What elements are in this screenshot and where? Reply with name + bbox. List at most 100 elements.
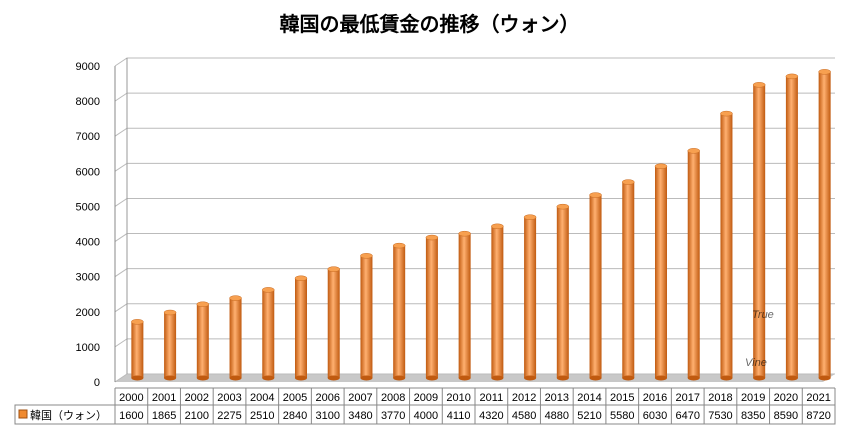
x-category-label: 2019 xyxy=(741,392,765,404)
bar-top xyxy=(163,309,177,316)
bar-base xyxy=(818,375,831,381)
x-category-label: 2003 xyxy=(217,392,241,404)
bar-top xyxy=(720,110,733,117)
data-label: 8720 xyxy=(806,410,830,422)
bar xyxy=(262,289,275,378)
bar xyxy=(818,71,831,378)
bar xyxy=(295,278,307,378)
data-label: 3770 xyxy=(381,410,405,422)
data-label: 6470 xyxy=(675,410,699,422)
y-tick-label: 1000 xyxy=(76,342,100,354)
x-category-label: 2005 xyxy=(283,392,307,404)
bar xyxy=(491,226,504,378)
bar xyxy=(196,304,209,378)
bar-top xyxy=(687,148,700,154)
data-label: 8590 xyxy=(774,410,798,422)
bar-base xyxy=(720,375,733,381)
x-category-label: 2001 xyxy=(152,392,176,404)
bar-top xyxy=(327,266,340,272)
bar xyxy=(458,233,471,378)
data-label: 6030 xyxy=(643,410,667,422)
bar-top xyxy=(229,295,242,301)
bar xyxy=(131,321,144,378)
bar-top xyxy=(622,179,635,185)
watermark: Vine xyxy=(745,357,767,369)
bar-base xyxy=(556,375,569,381)
x-category-label: 2021 xyxy=(806,392,830,404)
bar xyxy=(687,150,700,378)
bar-top xyxy=(589,192,602,198)
x-category-label: 2010 xyxy=(446,392,470,404)
watermark: True xyxy=(752,309,774,321)
x-category-label: 2014 xyxy=(577,392,601,404)
y-tick-label: 0 xyxy=(94,377,100,389)
x-category-label: 2006 xyxy=(315,392,339,404)
x-category-label: 2004 xyxy=(250,392,274,404)
bar-top xyxy=(458,230,471,237)
bar-base xyxy=(295,375,307,381)
data-label: 2100 xyxy=(185,410,209,422)
bar-top xyxy=(818,69,831,75)
bar xyxy=(425,237,438,378)
data-label: 4880 xyxy=(545,410,569,422)
bar-base xyxy=(393,375,406,381)
bar-base xyxy=(589,375,602,381)
x-category-label: 2008 xyxy=(381,392,405,404)
bar xyxy=(229,298,242,378)
bar xyxy=(327,269,340,378)
data-label: 8350 xyxy=(741,410,765,422)
bar-base xyxy=(458,375,471,381)
data-label: 5210 xyxy=(577,410,601,422)
x-category-label: 2017 xyxy=(675,392,699,404)
bar-base xyxy=(753,375,766,381)
bar-base xyxy=(131,375,144,381)
x-category-label: 2011 xyxy=(480,392,504,404)
bar-top xyxy=(752,82,766,88)
data-label: 4110 xyxy=(447,410,471,422)
x-category-label: 2016 xyxy=(643,392,667,404)
bar xyxy=(785,76,798,378)
data-label: 1600 xyxy=(119,410,143,422)
bar-top xyxy=(556,203,570,210)
x-category-label: 2002 xyxy=(185,392,209,404)
legend-swatch xyxy=(18,409,28,419)
y-tick-label: 5000 xyxy=(76,201,100,213)
data-label: 4320 xyxy=(479,410,503,422)
gridline xyxy=(114,92,835,102)
bar-base xyxy=(425,375,438,381)
bar-base xyxy=(196,375,209,381)
bar xyxy=(164,312,177,378)
bar-base xyxy=(491,375,504,381)
bar-base xyxy=(655,375,667,381)
bar-top xyxy=(392,242,406,249)
bar-base xyxy=(687,375,700,381)
bar-base xyxy=(524,375,537,381)
bar-top xyxy=(360,253,373,259)
bar-top xyxy=(262,287,275,293)
y-tick-label: 8000 xyxy=(76,96,100,108)
bar-base xyxy=(327,375,340,381)
data-label: 7530 xyxy=(708,410,732,422)
bar-top xyxy=(491,223,504,230)
bar-top xyxy=(425,234,439,241)
y-tick-label: 4000 xyxy=(76,237,100,249)
data-label: 3480 xyxy=(348,410,372,422)
data-label: 4580 xyxy=(512,410,536,422)
bar xyxy=(589,195,602,378)
y-tick-label: 3000 xyxy=(76,272,100,284)
bar-top xyxy=(131,319,144,325)
bar xyxy=(655,166,667,378)
bar xyxy=(393,245,406,378)
bar-base xyxy=(262,375,275,381)
x-category-label: 2013 xyxy=(545,392,569,404)
data-label: 4000 xyxy=(414,410,438,422)
data-label: 1865 xyxy=(152,410,176,422)
bar-base xyxy=(164,375,177,381)
y-tick-label: 2000 xyxy=(76,307,100,319)
data-label: 2510 xyxy=(250,410,274,422)
data-label: 2840 xyxy=(283,410,307,422)
x-category-label: 2009 xyxy=(414,392,438,404)
x-category-label: 2018 xyxy=(708,392,732,404)
gridline xyxy=(114,57,835,67)
